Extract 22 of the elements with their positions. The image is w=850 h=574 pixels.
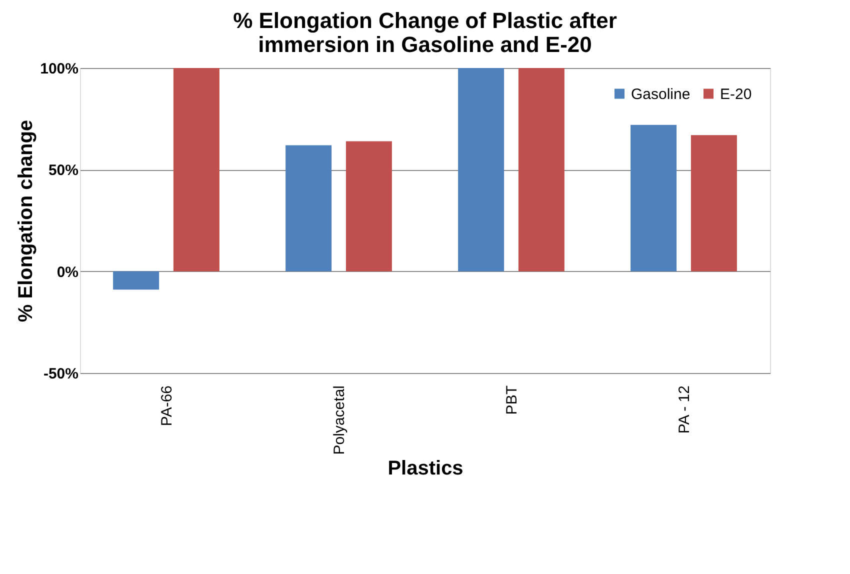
y-tick-label: 0% <box>56 264 78 281</box>
bar <box>630 124 677 272</box>
text: immersion in Gasoline and E-20 <box>258 32 592 57</box>
legend-label: E-20 <box>720 86 752 103</box>
y-tick-label: 100% <box>40 60 78 78</box>
y-tick-label: -50% <box>43 366 78 382</box>
bar <box>113 271 160 290</box>
x-tick-label: PBT <box>503 386 520 415</box>
bar <box>286 145 332 272</box>
y-tick-label: 50% <box>48 162 78 180</box>
x-axis-title: Plastics <box>388 458 464 480</box>
x-tick-label: PA-66 <box>158 386 176 426</box>
bar <box>173 68 220 272</box>
bar <box>518 68 564 272</box>
legend-label: Gasoline <box>631 86 690 103</box>
text: % Elongation Change of Plastic after <box>233 8 617 33</box>
x-tick-label: Polyacetal <box>330 386 348 455</box>
bar <box>458 68 504 272</box>
bar <box>690 135 737 272</box>
bar <box>346 141 392 272</box>
x-tick-label: PA - 12 <box>676 386 693 434</box>
y-axis-title: % Elongation change <box>15 120 38 322</box>
